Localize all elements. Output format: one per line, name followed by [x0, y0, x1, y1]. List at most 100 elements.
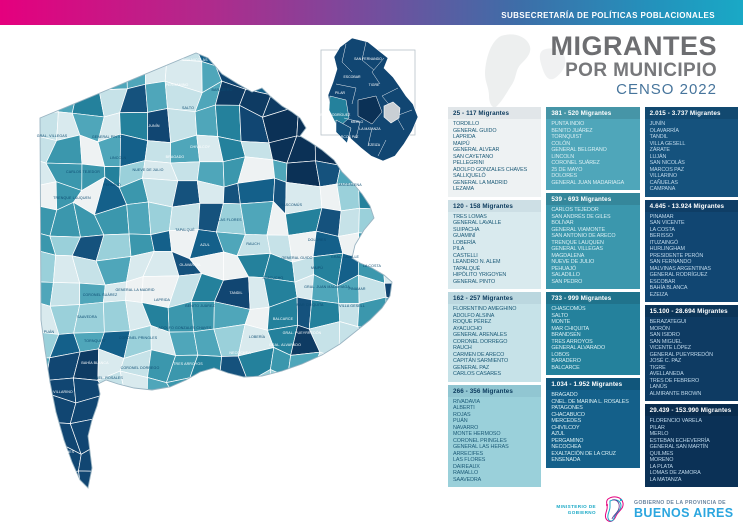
- municipality-shape: [382, 225, 392, 259]
- municipality-shape: [242, 499, 268, 526]
- municipality-shape: [405, 258, 440, 286]
- municipality-name: ESTEBAN ECHEVERRÍA: [649, 437, 710, 444]
- municipality-name: AZUL: [551, 431, 565, 437]
- municipality-name: MONTE HERMOSO: [453, 431, 501, 437]
- map-label: BRAGADO: [166, 155, 185, 159]
- legend-block-539-693: 539 - 693 Migrantes CARLOS TEJEDOR SAN AN…: [546, 193, 640, 289]
- municipality-shape: [101, 494, 121, 523]
- municipality-shape: [407, 187, 433, 213]
- municipality-shape: [383, 399, 392, 431]
- government-brand: GOBIERNO DE LA PROVINCIA DE BUENOS AIRES: [634, 500, 734, 520]
- municipality-shape: [287, 372, 320, 405]
- municipality-name: SAN ANTONIO DE ARECO: [551, 233, 616, 239]
- municipality-shape: [141, 466, 170, 488]
- legend-block-title: 25 - 117 Migrantes: [448, 107, 542, 119]
- municipality-shape: [385, 377, 392, 406]
- municipality-name: TAPALQUÉ: [453, 265, 481, 272]
- municipality-shape: [99, 53, 128, 71]
- municipality-name: PINAMAR: [649, 213, 674, 220]
- map-label: VILLA GESELL: [339, 304, 365, 308]
- municipality-name: LANÚS: [649, 384, 668, 390]
- municipality-shape: [126, 201, 152, 235]
- municipality-name: SALLIQUELÓ: [453, 173, 486, 179]
- municipality-name: CHACABUCO: [551, 411, 585, 418]
- municipality-name: QUILMES: [649, 450, 674, 457]
- municipality-shape: [411, 226, 440, 259]
- municipality-shape: [405, 494, 437, 526]
- map-label: CORONEL PRINGLES: [119, 336, 158, 340]
- map-label: NUEVE DE JULIO: [133, 168, 164, 172]
- municipality-name: CASTELLI: [453, 252, 478, 259]
- municipality-name: CORONEL PRINGLES: [453, 437, 507, 444]
- municipality-name: ALMIRANTE BROWN: [649, 390, 702, 397]
- municipality-shape: [357, 375, 392, 406]
- municipality-shape: [73, 53, 100, 71]
- municipality-name: NUEVE DE JULIO: [551, 259, 595, 265]
- municipality-name: TORNQUIST: [551, 134, 583, 140]
- municipality-name: CHIVILCOY: [551, 424, 580, 431]
- municipality-shape: [336, 370, 371, 406]
- municipality-shape: [268, 440, 287, 467]
- municipality-name: GENERAL SAN MARTÍN: [649, 444, 709, 450]
- map-label: BALCARCE: [273, 317, 294, 321]
- gov-line-1: GOBIERNO DE LA PROVINCIA DE: [634, 500, 726, 506]
- municipality-name: GENERAL BELGRANO: [551, 147, 607, 153]
- map-label: BARADERO: [212, 88, 233, 92]
- municipality-shape: [223, 394, 250, 428]
- municipality-name: LA MATANZA: [649, 476, 682, 483]
- municipality-shape: [296, 105, 316, 140]
- municipality-name: BERAZATEGUI: [649, 319, 687, 325]
- municipality-shape: [215, 104, 242, 142]
- municipality-name: TIGRE: [649, 364, 666, 371]
- municipality-shape: [220, 422, 250, 454]
- map-label: PUÁN: [44, 330, 55, 334]
- map-label: CNEL. ROSALES: [93, 376, 123, 380]
- municipality-name: LA COSTA: [649, 226, 675, 233]
- map-label: GRAL. LAVALLE: [331, 255, 360, 259]
- municipality-name: PILA: [453, 246, 465, 252]
- map-label: LAS FLORES: [218, 218, 242, 222]
- municipality-name: LEANDRO N. ALEM: [453, 259, 501, 265]
- municipality-shape: [412, 133, 441, 165]
- municipality-name: GENERAL VIAMONTE: [551, 226, 605, 233]
- municipality-shape: [383, 469, 392, 488]
- municipality-shape: [144, 399, 179, 432]
- municipality-name: MERLO: [649, 431, 669, 437]
- inset-label: LA MATANZA: [359, 127, 381, 131]
- municipality-shape: [123, 441, 149, 478]
- municipality-name: SAN ANDRÉS DE GILES: [551, 213, 611, 220]
- ministry-line-2: GOBIERNO: [567, 510, 596, 515]
- municipality-shape: [340, 515, 362, 530]
- municipality-shape: [166, 429, 192, 454]
- municipality-shape: [436, 494, 461, 526]
- municipality-shape: [407, 65, 442, 93]
- title-por-municipio: POR MUNICIPIO: [565, 60, 717, 81]
- municipality-shape: [264, 53, 294, 71]
- legend-block-title: 120 - 158 Migrantes: [448, 199, 542, 212]
- amba-light-piece: [328, 95, 350, 129]
- municipality-shape: [71, 89, 105, 118]
- legend-block-733-999: 733 - 999 Migrantes CHASCOMÚS SALTO MONTE M…: [546, 292, 640, 375]
- municipality-shape: [95, 418, 124, 445]
- municipality-shape: [268, 497, 291, 521]
- municipality-name: ARRECIFES: [453, 450, 483, 457]
- municipality-shape: [381, 208, 392, 235]
- municipality-name: EXALTACIÓN DE LA CRUZ: [551, 450, 616, 457]
- municipality-name: CARLOS TEJEDOR: [551, 207, 599, 213]
- municipality-shape: [242, 445, 275, 471]
- municipality-shape: [408, 394, 439, 430]
- municipality-shape: [284, 440, 320, 470]
- municipality-shape: [45, 53, 77, 69]
- legend-block-120-158: 120 - 158 Migrantes TRES LOMAS GENERAL LA…: [448, 199, 542, 289]
- municipality-name: TANDIL: [649, 134, 668, 140]
- municipality-shape: [383, 499, 411, 514]
- municipality-shape: [176, 395, 191, 432]
- municipality-name: ESCOBAR: [649, 278, 676, 285]
- municipality-name: LINCOLN: [551, 153, 574, 160]
- municipality-shape: [242, 521, 267, 530]
- map-labels: SAN NICOLÁS PERGAMINO BARADERO SALTO JUNÍN GE…: [37, 58, 382, 454]
- municipality-name: MALVINAS ARGENTINAS: [649, 265, 711, 272]
- municipality-name: CARMEN DE ARECO: [453, 351, 505, 358]
- municipality-name: LAPRIDA: [453, 134, 476, 140]
- ministry-label: MINISTERIO DE GOBIERNO: [540, 504, 596, 515]
